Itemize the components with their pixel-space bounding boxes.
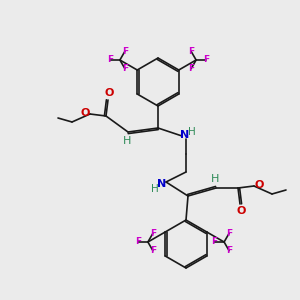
Text: F: F [226, 229, 232, 238]
Text: F: F [226, 246, 232, 255]
Text: H: H [211, 174, 219, 184]
Text: F: F [203, 56, 209, 64]
Text: O: O [80, 108, 90, 118]
Text: F: F [150, 229, 156, 238]
Text: F: F [135, 238, 141, 247]
Text: O: O [236, 206, 246, 216]
Text: F: F [150, 246, 156, 255]
Text: H: H [151, 184, 159, 194]
Text: H: H [123, 136, 131, 146]
Text: F: F [107, 56, 113, 64]
Text: F: F [188, 64, 194, 73]
Text: F: F [188, 47, 194, 56]
Text: N: N [158, 179, 166, 189]
Text: N: N [180, 130, 190, 140]
Text: F: F [122, 64, 128, 73]
Text: H: H [188, 127, 196, 137]
Text: O: O [104, 88, 114, 98]
Text: F: F [211, 238, 217, 247]
Text: F: F [122, 47, 128, 56]
Text: O: O [254, 180, 264, 190]
